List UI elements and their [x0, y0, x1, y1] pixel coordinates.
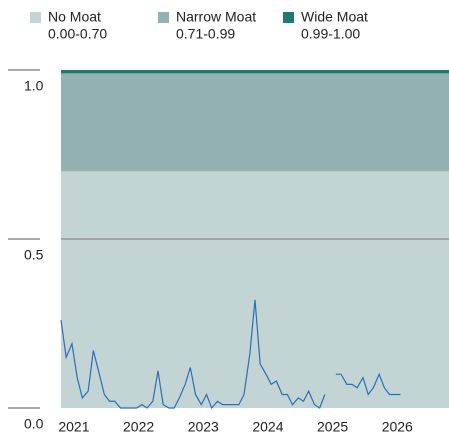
y-tick-label: 0.5 [24, 247, 44, 263]
legend-label: Wide Moat [301, 9, 368, 25]
x-tick-label: 2022 [123, 419, 154, 433]
x-tick-label: 2021 [58, 419, 89, 433]
legend-swatch [30, 12, 41, 23]
data-line [60, 299, 326, 410]
legend-range: 0.99-1.00 [301, 26, 360, 42]
legend-range: 0.00-0.70 [48, 26, 107, 42]
band [61, 73, 449, 172]
x-tick-label: 2025 [317, 419, 348, 433]
y-tick-label: 0.0 [24, 416, 44, 432]
y-tick-label: 1.0 [24, 78, 44, 94]
band [61, 70, 449, 74]
legend-label: No Moat [48, 9, 101, 25]
legend-label: Narrow Moat [176, 9, 256, 25]
legend-swatch [158, 12, 169, 23]
legend-range: 0.71-0.99 [176, 26, 235, 42]
band [61, 171, 449, 408]
legend-swatch [283, 12, 294, 23]
data-line [335, 372, 401, 396]
x-tick-label: 2023 [188, 419, 219, 433]
x-tick-label: 2024 [252, 419, 283, 433]
x-tick-label: 2026 [382, 419, 413, 433]
